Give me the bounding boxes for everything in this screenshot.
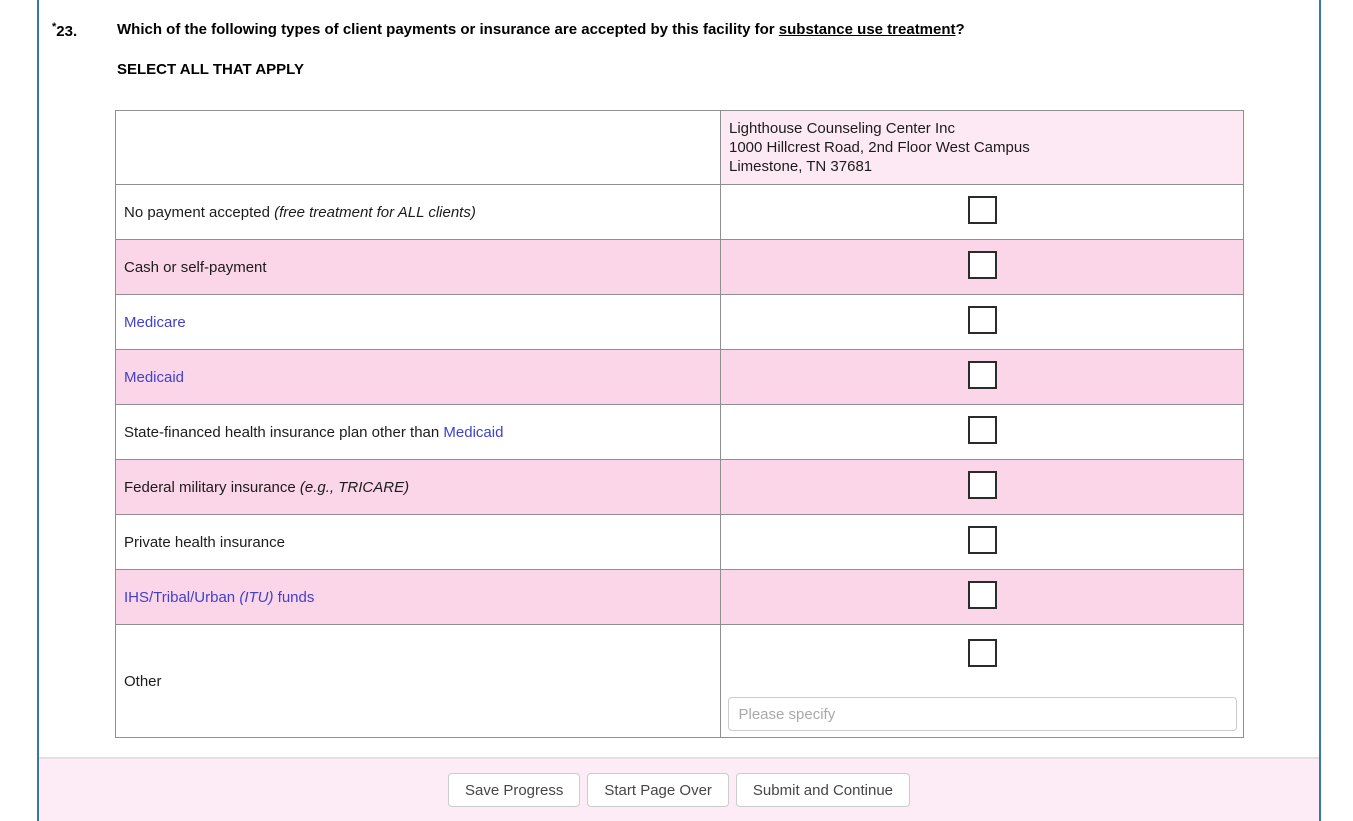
checkbox-cash-self-payment[interactable] bbox=[967, 251, 997, 279]
row-label: Federal military insurance (e.g., TRICAR… bbox=[115, 459, 721, 515]
medicaid-inline-link[interactable]: Medicaid bbox=[443, 423, 504, 441]
left-accent-border bbox=[37, 0, 39, 821]
question-instruction: SELECT ALL THAT APPLY bbox=[117, 61, 304, 78]
row-label: IHS/Tribal/Urban (ITU) funds bbox=[115, 569, 721, 625]
table-row-itu-funds: IHS/Tribal/Urban (ITU) funds bbox=[115, 569, 1244, 625]
table-row-cash: Cash or self-payment bbox=[115, 239, 1244, 295]
checkbox-other[interactable] bbox=[967, 639, 997, 667]
other-specify-input[interactable] bbox=[727, 697, 1237, 731]
question-text: Which of the following types of client p… bbox=[117, 21, 965, 38]
row-label: Medicare bbox=[115, 294, 721, 350]
row-label: Private health insurance bbox=[115, 514, 721, 570]
question-number: *23. bbox=[52, 21, 78, 40]
checkbox-medicare[interactable] bbox=[967, 306, 997, 334]
right-accent-border bbox=[1319, 0, 1321, 821]
row-label: No payment accepted (free treatment for … bbox=[115, 184, 721, 240]
checkbox-state-financed[interactable] bbox=[967, 416, 997, 444]
checkbox-private-insurance[interactable] bbox=[967, 526, 997, 554]
submit-and-continue-button[interactable]: Submit and Continue bbox=[735, 773, 911, 807]
row-label: Cash or self-payment bbox=[115, 239, 721, 295]
table-row-medicare: Medicare bbox=[115, 294, 1244, 350]
required-asterisk: * bbox=[52, 21, 57, 33]
payment-options-table: Lighthouse Counseling Center Inc 1000 Hi… bbox=[115, 110, 1244, 738]
row-label: Other bbox=[115, 624, 721, 738]
checkbox-itu-funds[interactable] bbox=[967, 581, 997, 609]
itu-funds-link[interactable]: IHS/Tribal/Urban (ITU) funds bbox=[124, 588, 315, 606]
table-row-private-insurance: Private health insurance bbox=[115, 514, 1244, 570]
facility-address-line2: Limestone, TN 37681 bbox=[729, 158, 873, 175]
checkbox-medicaid[interactable] bbox=[967, 361, 997, 389]
table-row-other: Other bbox=[115, 624, 1244, 738]
question-underlined-term: substance use treatment bbox=[778, 21, 956, 38]
medicaid-link[interactable]: Medicaid bbox=[124, 368, 185, 386]
facility-header-cell: Lighthouse Counseling Center Inc 1000 Hi… bbox=[720, 110, 1244, 185]
table-row-federal-military: Federal military insurance (e.g., TRICAR… bbox=[115, 459, 1244, 515]
table-row-medicaid: Medicaid bbox=[115, 349, 1244, 405]
table-spacer-cell bbox=[115, 110, 721, 185]
medicare-link[interactable]: Medicare bbox=[124, 313, 186, 331]
facility-header-row: Lighthouse Counseling Center Inc 1000 Hi… bbox=[115, 110, 1244, 185]
facility-address-line1: 1000 Hillcrest Road, 2nd Floor West Camp… bbox=[729, 139, 1030, 156]
table-row-no-payment: No payment accepted (free treatment for … bbox=[115, 184, 1244, 240]
checkbox-federal-military[interactable] bbox=[967, 471, 997, 499]
table-row-state-financed: State-financed health insurance plan oth… bbox=[115, 404, 1244, 460]
facility-name: Lighthouse Counseling Center Inc bbox=[729, 120, 955, 137]
start-page-over-button[interactable]: Start Page Over bbox=[587, 773, 729, 807]
checkbox-no-payment[interactable] bbox=[967, 196, 997, 224]
row-label: State-financed health insurance plan oth… bbox=[115, 404, 721, 460]
footer-action-bar: Save Progress Start Page Over Submit and… bbox=[39, 757, 1319, 821]
row-label: Medicaid bbox=[115, 349, 721, 405]
save-progress-button[interactable]: Save Progress bbox=[447, 773, 581, 807]
